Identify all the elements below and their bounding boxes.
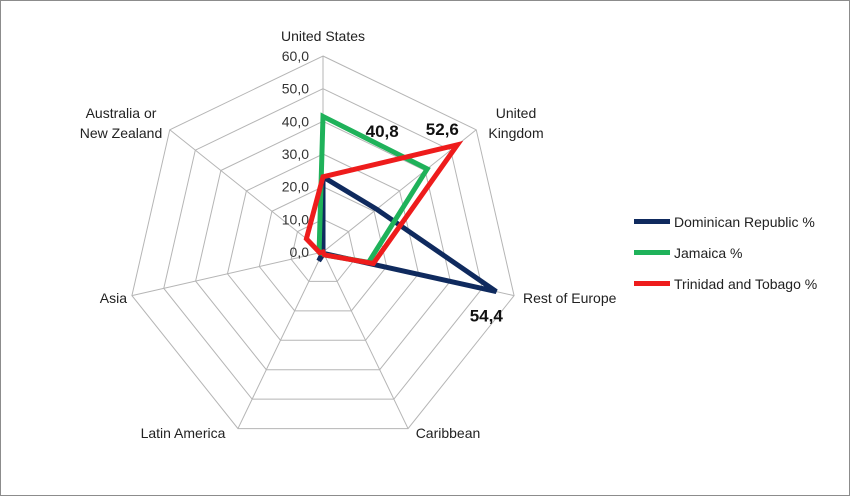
tick-label: 20,0 (282, 179, 309, 195)
data-label: 52,6 (426, 120, 459, 139)
axis-spoke (131, 251, 324, 297)
tick-label: 40,0 (282, 113, 309, 129)
category-label: New Zealand (80, 125, 163, 141)
category-label: United States (281, 28, 365, 44)
grid-ring (163, 88, 483, 400)
tick-label: 10,0 (282, 211, 309, 227)
grid-ring (290, 218, 356, 282)
tick-label: 60,0 (282, 48, 309, 64)
legend-swatch (634, 219, 670, 224)
axis-spoke (169, 129, 324, 253)
legend-item-jamaica: Jamaica % (634, 237, 817, 268)
legend-label: Trinidad and Tobago % (674, 275, 818, 292)
data-label: 40,8 (366, 122, 399, 141)
legend-label: Dominican Republic % (674, 213, 815, 230)
legend-swatch (634, 281, 670, 286)
legend-label: Jamaica % (674, 244, 743, 261)
grid-ring (195, 120, 451, 371)
category-label: Australia or (86, 105, 157, 121)
category-label: Rest of Europe (523, 290, 617, 306)
legend-swatch (634, 250, 670, 255)
legend-item-dominican-republic: Dominican Republic % (634, 206, 817, 237)
tick-label: 50,0 (282, 81, 309, 97)
category-label: Asia (100, 290, 127, 306)
legend-item-trinidad-and-tobago: Trinidad and Tobago % (634, 268, 817, 299)
category-label: Caribbean (416, 425, 481, 441)
tick-label: 0,0 (290, 244, 310, 260)
tick-label: 30,0 (282, 146, 309, 162)
category-label: Kingdom (488, 125, 543, 141)
legend: Dominican Republic % Jamaica % Trinidad … (634, 206, 817, 299)
series-line (303, 140, 464, 267)
grid-ring (131, 55, 515, 430)
axis-spoke (237, 251, 324, 429)
category-label: United (496, 105, 536, 121)
category-label: Latin America (141, 425, 226, 441)
grid-ring (258, 186, 388, 312)
axis-spoke (322, 251, 409, 429)
data-label: 54,4 (470, 307, 504, 326)
